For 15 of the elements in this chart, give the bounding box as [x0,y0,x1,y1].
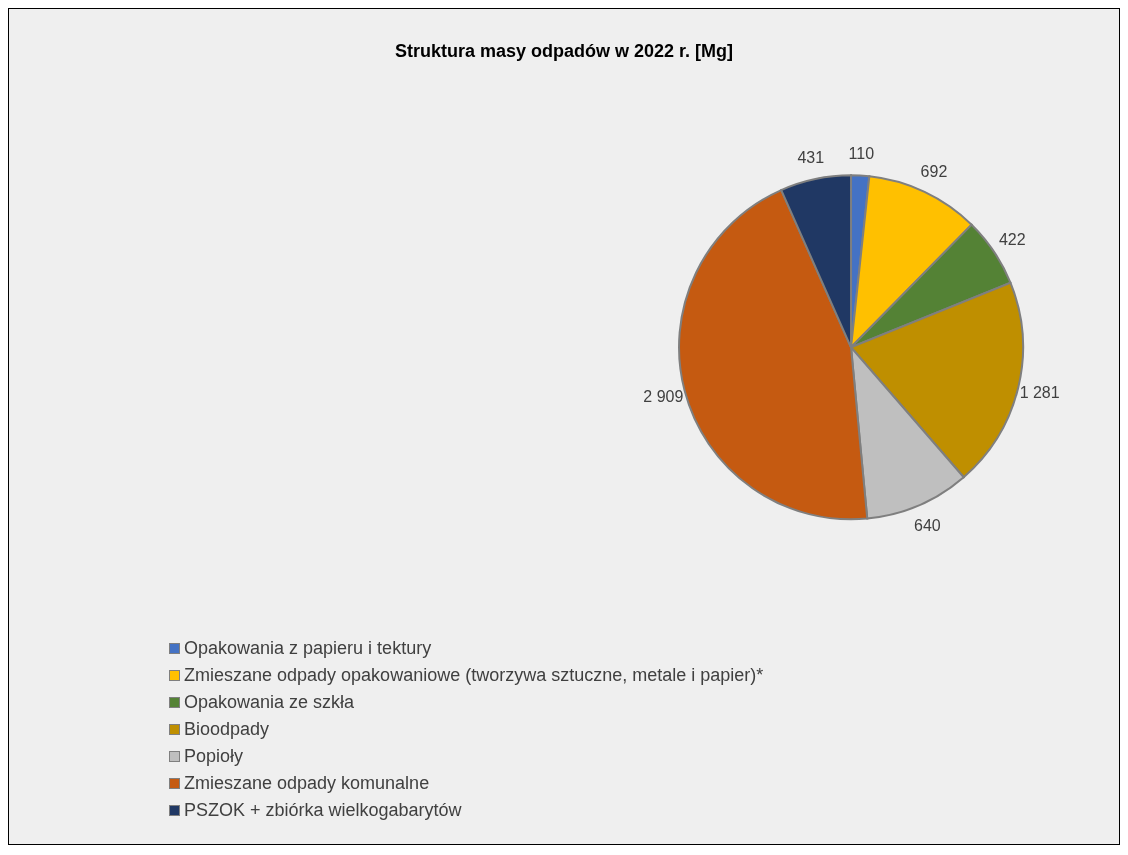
legend-label: Opakowania z papieru i tektury [184,637,432,660]
data-label: 431 [797,149,825,167]
legend-label: Zmieszane odpady opakowaniowe (tworzywa sztuczne, metale i papier)* [184,664,764,687]
data-label: 110 [848,145,875,163]
legend-label: Bioodpady [184,718,270,741]
data-label: 422 [998,230,1026,248]
data-label: 2 909 [643,387,684,405]
chart-title: Struktura masy odpadów w 2022 r. [Mg] [393,41,735,62]
legend-label: Popioły [184,745,244,768]
data-label: 640 [914,517,941,535]
data-label: 1 281 [1019,384,1060,402]
legend-label: Zmieszane odpady komunalne [184,772,430,795]
legend-label: Opakowania ze szkła [184,691,355,714]
data-label: 692 [920,163,948,181]
legend-label: PSZOK + zbiórka wielkogabarytów [184,799,462,822]
